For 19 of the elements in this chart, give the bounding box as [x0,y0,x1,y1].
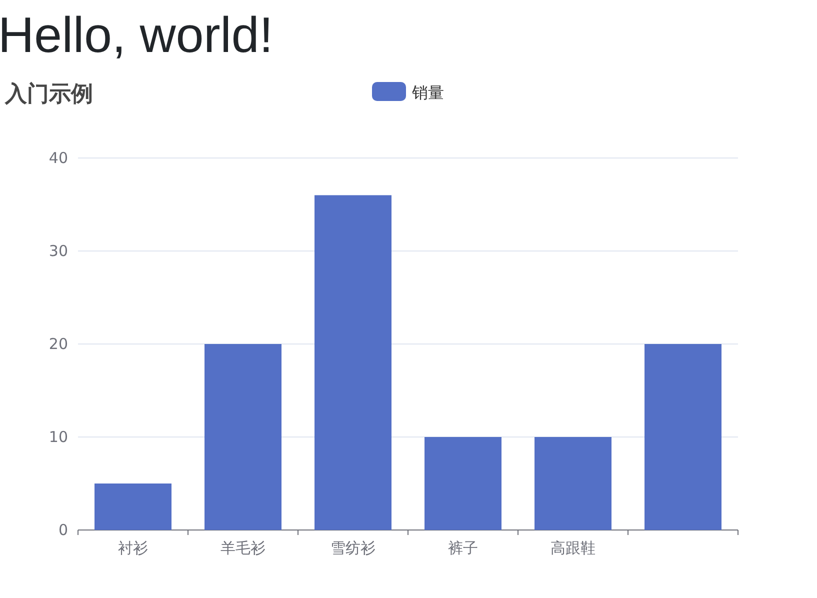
y-tick-label: 30 [48,242,68,260]
bar [644,344,722,530]
bar [534,437,612,530]
bar [204,344,282,530]
x-tick-label: 裤子 [448,539,478,557]
bar [424,437,502,530]
y-tick-label: 0 [58,521,68,539]
bar [314,195,392,530]
legend-label: 销量 [411,83,444,102]
y-tick-label: 40 [48,149,68,167]
x-tick-label: 衬衫 [118,539,148,557]
y-tick-label: 10 [48,428,68,446]
bar [94,484,172,530]
chart-title: Hello, world! [0,7,274,63]
x-tick-label: 高跟鞋 [550,539,596,557]
y-tick-label: 20 [48,335,68,353]
chart-subtitle: 入门示例 [4,81,93,107]
x-tick-label: 羊毛衫 [220,539,266,557]
x-tick-label: 雪纺衫 [330,539,376,557]
